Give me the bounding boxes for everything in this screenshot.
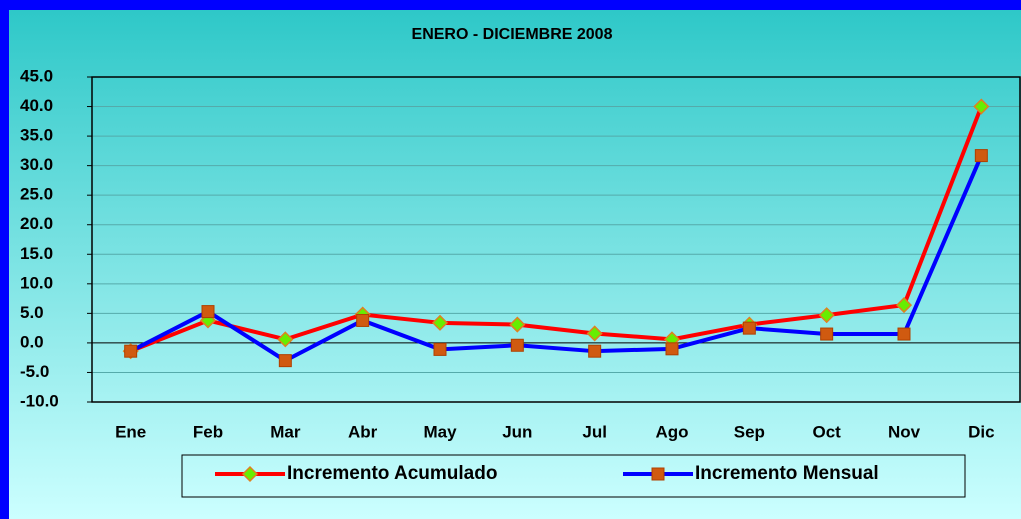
- marker: [586, 325, 603, 342]
- marker: [124, 344, 138, 358]
- x-tick-label: May: [423, 422, 457, 441]
- legend-label: Incremento Mensual: [695, 463, 879, 484]
- chart-title: ENERO - DICIEMBRE 2008: [412, 26, 613, 43]
- marker: [818, 307, 835, 324]
- x-tick-label: Dic: [968, 422, 994, 441]
- marker: [433, 342, 447, 356]
- marker: [278, 354, 292, 368]
- y-tick-label: 5.0: [20, 303, 44, 322]
- plot-border: [91, 76, 1021, 403]
- x-tick-label: Sep: [734, 422, 765, 441]
- marker: [973, 98, 990, 115]
- series-line: [129, 105, 984, 354]
- y-tick-label: 30.0: [20, 155, 53, 174]
- marker: [277, 331, 294, 348]
- x-tick-label: Ene: [115, 422, 146, 441]
- series-line: [129, 154, 984, 363]
- x-tick-label: Jun: [502, 422, 532, 441]
- marker: [742, 321, 756, 335]
- x-tick-label: Abr: [348, 422, 378, 441]
- x-tick-label: Nov: [888, 422, 921, 441]
- y-tick-label: 20.0: [20, 214, 53, 233]
- x-tick-label: Mar: [270, 422, 301, 441]
- marker: [431, 314, 449, 331]
- y-tick-label: 45.0: [20, 66, 53, 85]
- y-tick-label: 0.0: [20, 332, 44, 351]
- marker: [665, 342, 679, 356]
- x-tick-label: Jul: [582, 422, 607, 441]
- marker: [509, 316, 526, 333]
- marker: [897, 327, 911, 341]
- y-tick-label: -10.0: [20, 391, 59, 410]
- marker: [820, 327, 834, 341]
- marker: [356, 313, 370, 327]
- y-tick-label: 10.0: [20, 273, 53, 292]
- legend-box: [181, 454, 966, 498]
- marker: [974, 149, 988, 163]
- y-tick-label: -5.0: [20, 362, 49, 381]
- marker: [241, 465, 259, 483]
- x-tick-label: Feb: [193, 422, 223, 441]
- marker: [651, 467, 665, 481]
- marker: [510, 338, 524, 352]
- legend-label: Incremento Acumulado: [287, 463, 497, 484]
- background: [9, 10, 1021, 519]
- marker: [895, 297, 913, 314]
- y-tick-label: 15.0: [20, 244, 53, 263]
- x-tick-label: Ago: [655, 422, 688, 441]
- marker: [201, 305, 215, 319]
- y-tick-label: 40.0: [20, 96, 53, 115]
- marker: [588, 344, 602, 358]
- y-tick-label: 25.0: [20, 185, 53, 204]
- x-tick-label: Oct: [812, 422, 841, 441]
- y-tick-label: 35.0: [20, 126, 53, 145]
